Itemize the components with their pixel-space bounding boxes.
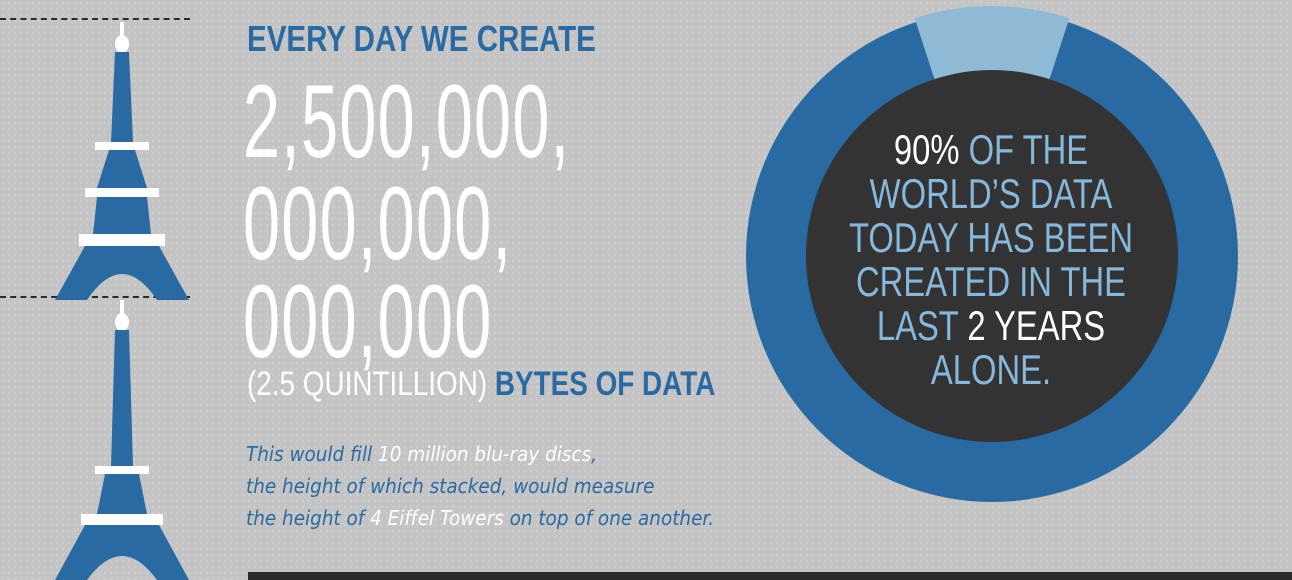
big-number-line-2: 000,000, bbox=[243, 172, 512, 276]
stat-line-3: TODAY HAS BEEN bbox=[832, 216, 1150, 260]
note-text: on top of one another. bbox=[504, 506, 714, 530]
bytes-subline: (2.5 QUINTILLION) BYTES OF DATA bbox=[247, 365, 715, 404]
stat-line-5: LAST 2 YEARS bbox=[832, 304, 1150, 348]
note-highlight: 4 Eiffel Towers bbox=[370, 506, 504, 530]
bytes-label: BYTES OF DATA bbox=[495, 365, 715, 403]
quintillion-label: (2.5 QUINTILLION) bbox=[247, 365, 487, 403]
stat-text: 90% OF THE WORLD’S DATA TODAY HAS BEEN C… bbox=[832, 128, 1150, 392]
eiffel-tower-icon bbox=[55, 300, 189, 580]
note-highlight: 10 million blu-ray discs bbox=[378, 442, 591, 466]
stat-line-2: WORLD’S DATA bbox=[832, 172, 1150, 216]
headline: EVERY DAY WE CREATE bbox=[247, 18, 596, 60]
eiffel-tower-icon bbox=[55, 22, 189, 302]
note-line-1: This would fill 10 million blu-ray discs… bbox=[246, 442, 597, 466]
note-text: , bbox=[591, 442, 597, 466]
stat-years: 2 YEARS bbox=[967, 302, 1105, 349]
stat-line-6: ALONE. bbox=[832, 348, 1150, 392]
big-number-line-3: 000,000 bbox=[243, 270, 493, 374]
bottom-bar bbox=[248, 572, 1292, 580]
dashed-divider bbox=[0, 18, 190, 20]
note-line-3: the height of 4 Eiffel Towers on top of … bbox=[246, 506, 714, 530]
note-line-2: the height of which stacked, would measu… bbox=[246, 474, 654, 498]
stat-line-4: CREATED IN THE bbox=[832, 260, 1150, 304]
note-text: the height of bbox=[246, 506, 370, 530]
stat-line-1: 90% OF THE bbox=[832, 128, 1150, 172]
note-text: This would fill bbox=[246, 442, 378, 466]
big-number-line-1: 2,500,000, bbox=[243, 70, 570, 174]
stat-text-part: LAST bbox=[877, 302, 967, 349]
stat-percent: 90% bbox=[894, 126, 960, 173]
stat-text-part: OF THE bbox=[959, 126, 1088, 173]
